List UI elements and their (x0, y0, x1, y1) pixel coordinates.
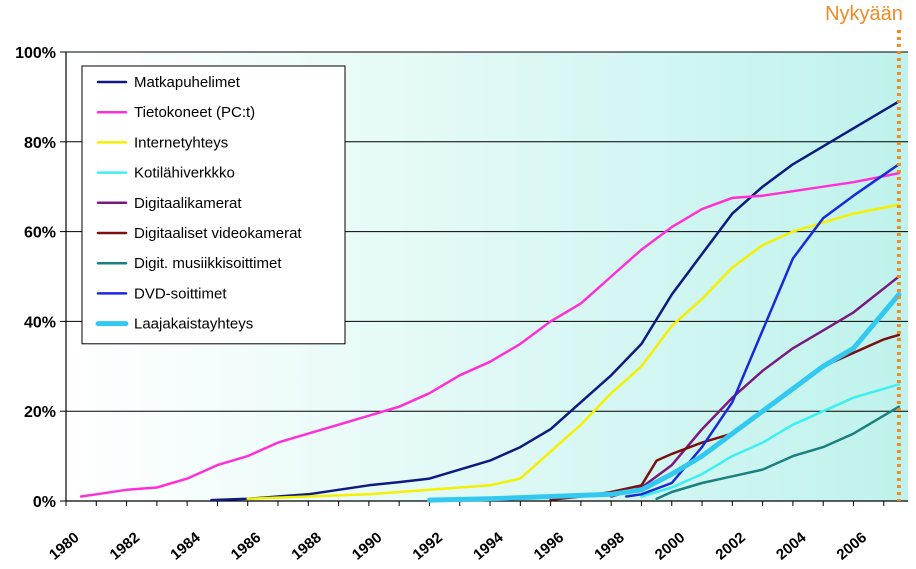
x-tick-label: 2000 (652, 529, 688, 563)
series-lines (79, 100, 902, 503)
now-marker: Nykyään (825, 3, 903, 501)
series-line-1 (210, 100, 901, 502)
legend-label: Laajakaistayhteys (134, 316, 253, 333)
series-line-2 (79, 171, 901, 498)
y-tick-label: 60% (24, 225, 56, 242)
series-line-8 (625, 163, 901, 498)
series-line-6 (549, 333, 901, 501)
legend-label: Kotilähiverkkko (134, 165, 235, 182)
legend-label: Digitaalikamerat (134, 195, 242, 212)
legend-label: Matkapuhelimet (134, 74, 241, 91)
now-marker-label: Nykyään (825, 3, 903, 25)
series-line-4 (640, 383, 901, 498)
x-tick-label: 1982 (107, 529, 143, 563)
y-tick-label: 100% (15, 45, 56, 62)
x-tick-label: 2006 (834, 529, 870, 563)
x-tick-label: 1980 (46, 529, 82, 563)
legend-label: Internetyhteys (134, 134, 228, 151)
legend-label: DVD-soittimet (134, 285, 227, 302)
x-tick-label: 1992 (410, 529, 446, 563)
series-line-9 (427, 292, 902, 503)
x-tick-label: 1994 (470, 529, 507, 564)
y-tick-label: 20% (24, 404, 56, 421)
x-tick-label: 2004 (773, 529, 810, 564)
x-tick-label: 2002 (712, 529, 748, 563)
y-tick-label: 80% (24, 135, 56, 152)
series-line-7 (655, 405, 901, 501)
y-tick-label: 0% (33, 494, 56, 511)
y-tick-label: 40% (24, 314, 56, 331)
x-tick-label: 1990 (349, 529, 385, 563)
legend-label: Digit. musiikkisoittimet (134, 255, 282, 272)
series-line-3 (246, 203, 901, 501)
series-line-5 (609, 275, 901, 498)
x-tick-label: 1996 (531, 529, 567, 563)
legend-label: Digitaaliset videokamerat (134, 225, 302, 242)
x-tick-label: 1984 (167, 529, 204, 564)
x-tick-label: 1988 (288, 529, 324, 563)
legend: Matkapuhelimet Tietokoneet (PC:t) Internet… (81, 65, 346, 345)
legend-label: Tietokoneet (PC:t) (134, 104, 255, 121)
x-tick-label: 1998 (591, 529, 627, 563)
x-tick-label: 1986 (228, 529, 264, 563)
